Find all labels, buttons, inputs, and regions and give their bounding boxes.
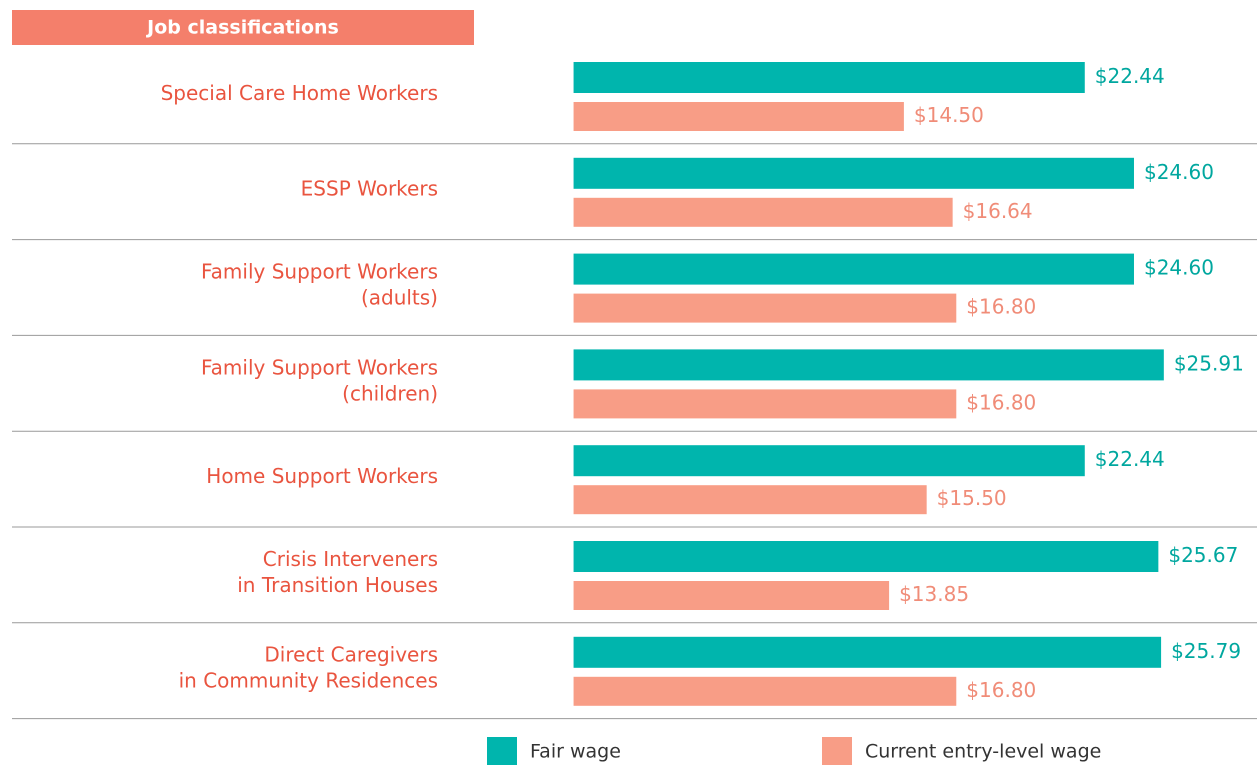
legend-label: Current entry-level wage: [865, 741, 1101, 763]
bar: [573, 253, 1134, 285]
category-label: Direct Caregivers in Community Residences: [179, 642, 438, 692]
legend-label: Fair wage: [530, 741, 621, 763]
bar: [573, 389, 957, 419]
bar: [573, 676, 957, 706]
legend-swatch: [822, 737, 852, 765]
value-label: $15.50: [937, 486, 1007, 510]
category-line: Direct Caregivers: [264, 642, 438, 666]
value-label: $22.44: [1095, 64, 1165, 88]
header: Job classifications: [145, 17, 339, 39]
category-line: (children): [342, 381, 438, 405]
bar: [573, 541, 1159, 572]
bar: [573, 157, 1134, 189]
bar: [573, 485, 927, 515]
value-label: $22.44: [1095, 447, 1165, 471]
category-line: Family Support Workers: [201, 259, 438, 283]
value-label: $16.64: [963, 199, 1033, 223]
value-label: $16.80: [966, 295, 1036, 319]
category-label: ESSP Workers: [301, 176, 438, 200]
bar: [573, 581, 890, 610]
category-line: Home Support Workers: [206, 464, 438, 488]
bar: [573, 62, 1085, 93]
value-label: $24.60: [1144, 256, 1214, 280]
category-label: Special Care Home Workers: [161, 80, 438, 104]
value-label: $16.80: [966, 390, 1036, 414]
value-label: $16.80: [966, 678, 1036, 702]
bar: [573, 102, 904, 131]
category-label: Crisis Interveners in Transition Houses: [237, 546, 438, 596]
bar: [573, 197, 953, 227]
category-line: Family Support Workers: [201, 355, 438, 379]
value-label: $25.91: [1174, 351, 1244, 375]
value-label: $13.85: [899, 582, 969, 606]
category-line: (adults): [361, 285, 438, 309]
category-label: Family Support Workers (children): [201, 355, 438, 405]
category-line: in Transition Houses: [237, 572, 438, 596]
category-line: Special Care Home Workers: [161, 80, 438, 104]
category-label: Home Support Workers: [206, 464, 438, 488]
category-line: Crisis Interveners: [263, 546, 438, 570]
category-line: in Community Residences: [179, 668, 438, 692]
value-label: $25.79: [1171, 639, 1241, 663]
value-label: $14.50: [914, 103, 984, 127]
legend-swatch: [487, 737, 517, 765]
category-label: Family Support Workers (adults): [201, 259, 438, 309]
value-label: $24.60: [1144, 160, 1214, 184]
bar: [573, 349, 1164, 381]
bar: [573, 293, 957, 323]
header-box: [12, 10, 474, 45]
bar: [573, 636, 1162, 668]
category-line: ESSP Workers: [301, 176, 438, 200]
value-label: $25.67: [1168, 543, 1238, 567]
bar: [573, 445, 1085, 477]
